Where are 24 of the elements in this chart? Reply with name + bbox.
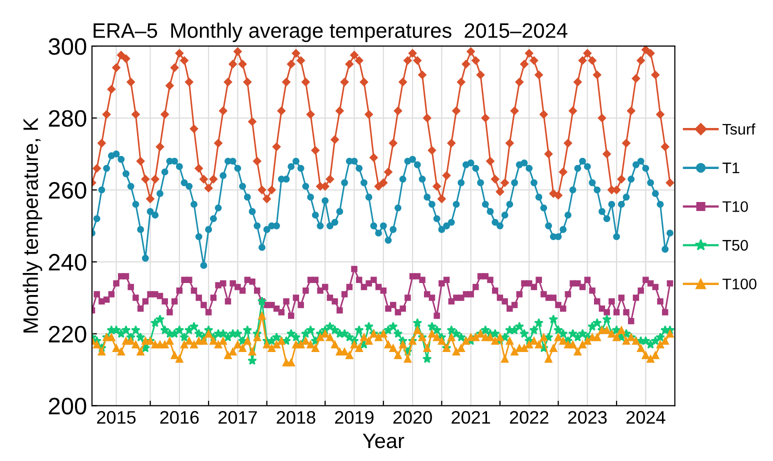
x-tick-label: 2023 xyxy=(568,411,607,424)
x-tick-label: 2019 xyxy=(335,411,374,424)
x-axis-title: Year xyxy=(362,434,404,448)
legend-label: T100 xyxy=(722,278,756,290)
y-axis-title: Monthly temperature, K xyxy=(22,118,42,332)
y-tick-label: 280 xyxy=(48,110,86,127)
x-tick-label: 2021 xyxy=(452,411,490,424)
x-tick-label: 2020 xyxy=(393,411,432,424)
legend-label: T1 xyxy=(722,162,740,174)
y-tick-label: 260 xyxy=(48,182,86,199)
x-tick-label: 2017 xyxy=(218,411,257,424)
legend-label: T10 xyxy=(722,201,748,212)
x-tick-label: 2022 xyxy=(510,411,548,424)
y-tick-label: 300 xyxy=(48,38,86,55)
chart-title: ERA–5 Monthly average temperatures 2015–2024 xyxy=(94,22,568,42)
legend-label: T50 xyxy=(722,240,748,251)
x-tick-label: 2016 xyxy=(160,411,199,424)
y-tick-label: 240 xyxy=(48,254,86,271)
legend-label: Tsurf xyxy=(722,123,756,135)
y-tick-label: 220 xyxy=(48,326,86,343)
y-tick-label: 200 xyxy=(48,398,86,414)
x-tick-label: 2015 xyxy=(97,411,136,424)
x-tick-label: 2018 xyxy=(276,411,316,424)
x-tick-label: 2024 xyxy=(626,411,666,424)
